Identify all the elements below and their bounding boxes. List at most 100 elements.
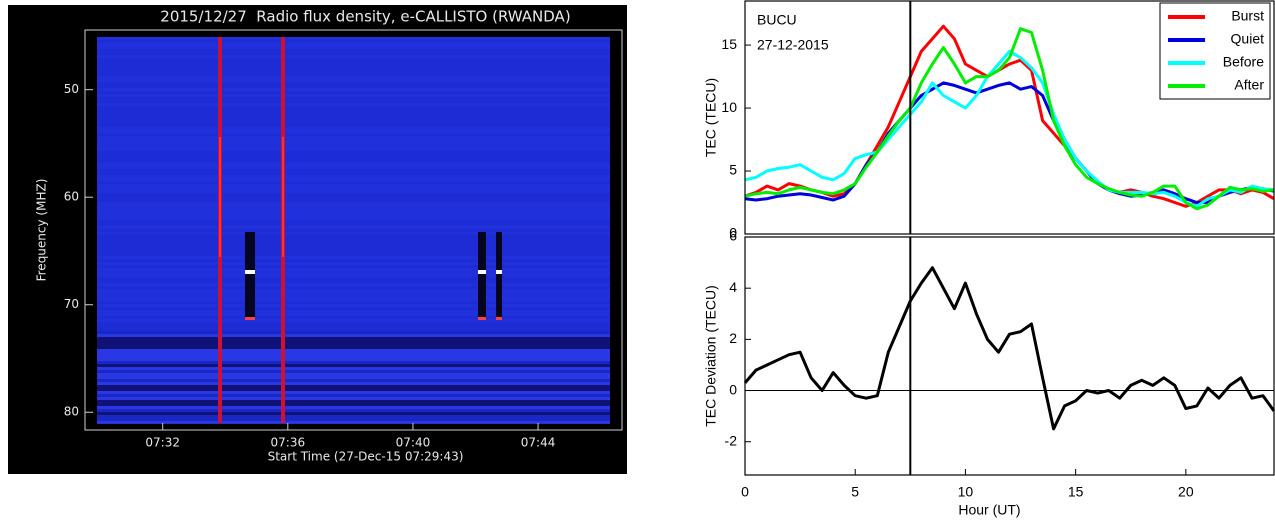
spectrogram-texture bbox=[97, 385, 610, 388]
legend-label: After bbox=[1234, 77, 1264, 93]
spectrogram-texture bbox=[97, 169, 610, 172]
spectrogram-texture bbox=[97, 70, 610, 73]
spectrogram-texture bbox=[97, 151, 610, 154]
spectrogram-texture bbox=[97, 124, 610, 127]
spectrogram-texture bbox=[97, 280, 610, 283]
spectrogram-texture bbox=[97, 376, 610, 379]
spectrogram-texture bbox=[97, 262, 610, 265]
spectrogram-texture bbox=[97, 286, 610, 289]
spectrogram-texture bbox=[97, 334, 610, 337]
legend-label: Burst bbox=[1231, 8, 1264, 24]
x-axis-label: Hour (UT) bbox=[958, 502, 1020, 518]
spectrogram-texture bbox=[97, 211, 610, 214]
spectrogram-texture bbox=[97, 193, 610, 196]
y-tick-label: 2 bbox=[729, 330, 737, 346]
spectrogram-texture bbox=[97, 247, 610, 250]
spectrogram-texture bbox=[97, 190, 610, 193]
spectrogram-texture bbox=[97, 349, 610, 352]
spectrogram-texture bbox=[97, 316, 610, 319]
spectrogram-texture bbox=[97, 328, 610, 331]
spectrogram-texture bbox=[97, 58, 610, 61]
spectrogram-texture bbox=[97, 391, 610, 394]
spectrogram-texture bbox=[97, 115, 610, 118]
spectrogram-texture bbox=[97, 109, 610, 112]
plot-frame bbox=[744, 0, 1275, 235]
spectrogram-texture bbox=[97, 244, 610, 247]
annotation: BUCU bbox=[757, 12, 797, 28]
spectrogram-texture bbox=[97, 145, 610, 148]
x-tick-label: 0 bbox=[741, 484, 749, 500]
spectrogram-texture bbox=[97, 157, 610, 160]
spectrogram-texture bbox=[97, 373, 610, 376]
spectrogram-texture bbox=[97, 82, 610, 85]
spectrogram-texture bbox=[97, 331, 610, 334]
spectrogram-texture bbox=[97, 382, 610, 385]
spectrogram-texture bbox=[97, 307, 610, 310]
spectrogram-texture bbox=[97, 118, 610, 121]
spectrogram-texture bbox=[97, 217, 610, 220]
spectrogram-texture bbox=[97, 91, 610, 94]
spectrogram-texture bbox=[97, 163, 610, 166]
gap-spot bbox=[478, 317, 486, 320]
spectrogram-texture bbox=[97, 130, 610, 133]
spectrogram-texture bbox=[97, 289, 610, 292]
spectrogram-texture bbox=[97, 88, 610, 91]
series-line bbox=[743, 266, 1275, 431]
spectrogram-texture bbox=[97, 223, 610, 226]
gap-spot bbox=[245, 317, 255, 320]
spectrogram-texture bbox=[97, 139, 610, 142]
y-tick-label: 10 bbox=[721, 99, 737, 115]
spectrogram-texture bbox=[97, 208, 610, 211]
spectrogram-texture bbox=[97, 397, 610, 400]
spectrogram-texture bbox=[97, 361, 610, 364]
burst-core bbox=[282, 137, 284, 257]
spectrogram-texture bbox=[97, 166, 610, 169]
spectrogram-texture bbox=[97, 325, 610, 328]
y-tick-label: 5 bbox=[729, 162, 737, 178]
spectrogram-texture bbox=[97, 421, 610, 424]
gap-spot bbox=[478, 270, 486, 274]
spectrogram-texture bbox=[97, 394, 610, 397]
spectrogram-texture bbox=[97, 418, 610, 421]
spectrogram-texture bbox=[97, 133, 610, 136]
spectrogram-texture bbox=[97, 241, 610, 244]
spectrogram-texture bbox=[97, 52, 610, 55]
spectrogram-texture bbox=[97, 106, 610, 109]
x-tick-label: 07:44 bbox=[521, 436, 556, 450]
spectrogram-texture bbox=[97, 205, 610, 208]
spectrogram-texture bbox=[97, 196, 610, 199]
spectrogram-panel: 2015/12/27 Radio flux density, e-CALLIST… bbox=[8, 5, 627, 474]
spectrogram-texture bbox=[97, 79, 610, 82]
spectrogram-texture bbox=[97, 76, 610, 79]
spectrogram-texture bbox=[97, 112, 610, 115]
spectrogram-texture bbox=[97, 265, 610, 268]
gap-spot bbox=[496, 270, 502, 274]
spectrogram-texture bbox=[97, 142, 610, 145]
x-axis-label: Start Time (27-Dec-15 07:29:43) bbox=[268, 450, 464, 464]
y-tick-label: 70 bbox=[64, 297, 79, 311]
x-tick-label: 5 bbox=[851, 484, 859, 500]
series-line bbox=[744, 27, 1275, 211]
spectrogram-texture bbox=[97, 346, 610, 349]
spectrogram-texture bbox=[97, 37, 610, 40]
spectrogram-texture bbox=[97, 172, 610, 175]
spectrogram-texture bbox=[97, 184, 610, 187]
spectrogram-texture bbox=[97, 40, 610, 43]
spectrogram-texture bbox=[97, 367, 610, 370]
plot-frame bbox=[744, 236, 1275, 476]
spectrogram-texture bbox=[97, 253, 610, 256]
spectrogram-texture bbox=[97, 127, 610, 130]
spectrogram-texture bbox=[97, 340, 610, 343]
spectrogram-texture bbox=[97, 199, 610, 202]
spectrogram-texture bbox=[97, 256, 610, 259]
spectrogram-texture bbox=[97, 304, 610, 307]
y-tick-label: 4 bbox=[729, 279, 737, 295]
gap-spot bbox=[496, 317, 502, 320]
y-axis-label: Frequency (MHZ) bbox=[35, 179, 49, 282]
spectrogram-texture bbox=[97, 409, 610, 412]
spectrogram-texture bbox=[97, 100, 610, 103]
spectrogram-texture bbox=[97, 49, 610, 52]
y-tick-label: 60 bbox=[64, 190, 79, 204]
spectrogram-texture bbox=[97, 178, 610, 181]
